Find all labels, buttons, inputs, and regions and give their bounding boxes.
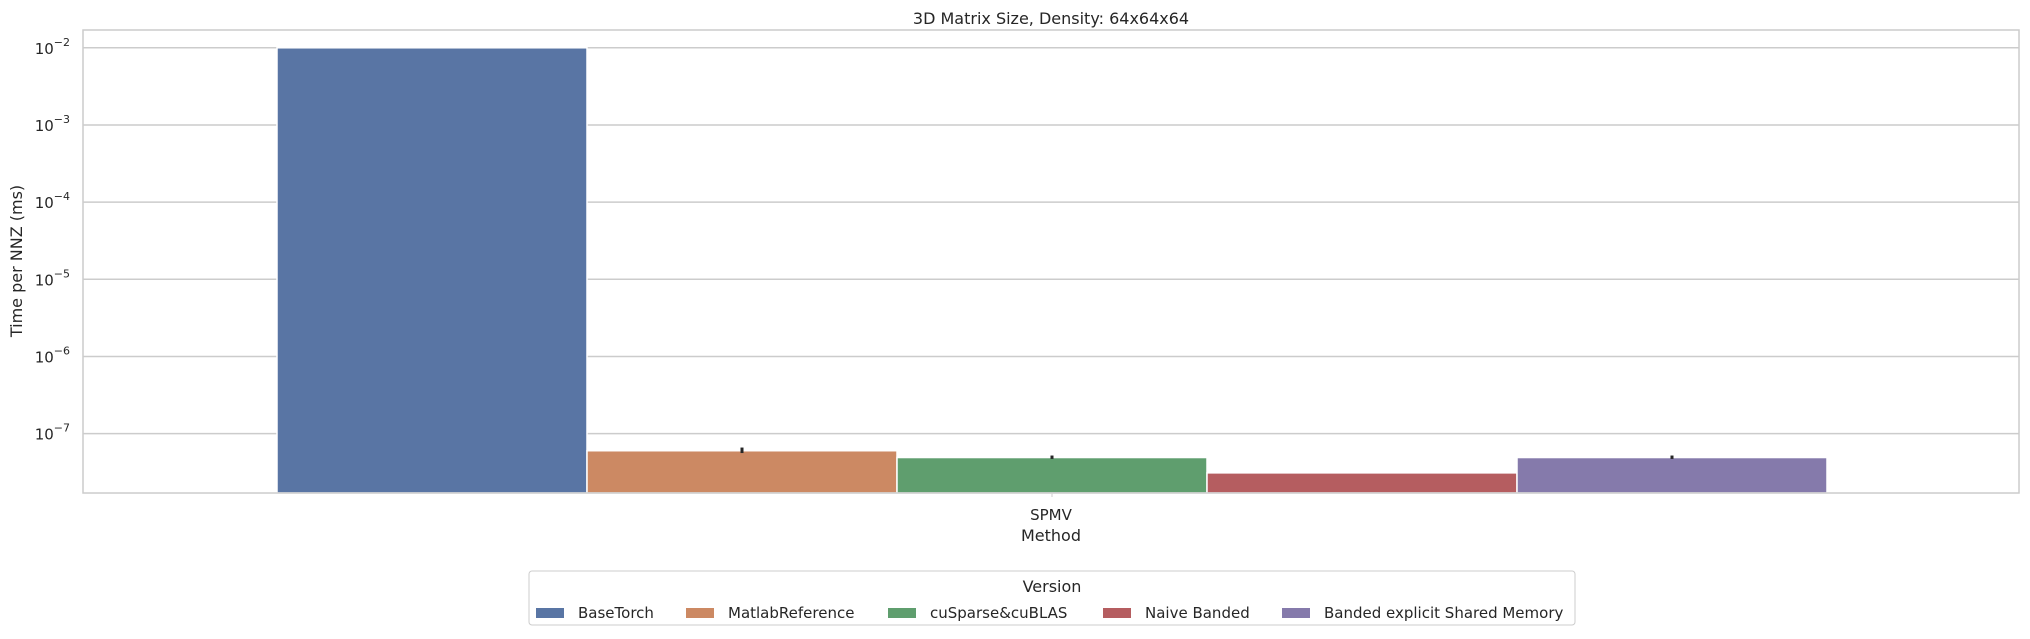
- legend-swatch: [888, 608, 916, 618]
- bar: [586, 449, 898, 494]
- legend-frame: [528, 570, 1576, 626]
- y-tick-label: 10−2: [35, 36, 70, 58]
- y-tick-label: 10−3: [35, 113, 70, 135]
- bar: [276, 47, 588, 494]
- plot-frame: [82, 29, 2020, 494]
- y-tick-label: 10−4: [35, 190, 70, 212]
- legend-swatch: [686, 608, 714, 618]
- legend-label: Naive Banded: [1145, 604, 1250, 622]
- legend-swatch: [1282, 608, 1310, 618]
- y-tick-label: 10−7: [35, 422, 70, 444]
- y-tick-label: 10−5: [35, 267, 70, 289]
- legend-label: cuSparse&cuBLAS: [930, 604, 1067, 622]
- x-tick-label: SPMV: [1030, 506, 1073, 524]
- error-bars: [740, 447, 1674, 459]
- legend-swatch: [1103, 608, 1131, 618]
- chart-title: 3D Matrix Size, Density: 64x64x64: [913, 9, 1189, 28]
- legend: Version BaseTorch MatlabReference cuSparse…: [528, 570, 1576, 626]
- legend-title: Version: [1023, 577, 1082, 596]
- legend-label: MatlabReference: [728, 604, 854, 622]
- bar: [1206, 472, 1518, 494]
- legend-swatch: [536, 608, 564, 618]
- legend-label: Banded explicit Shared Memory: [1324, 604, 1563, 622]
- y-tick-label: 10−6: [35, 344, 70, 366]
- x-axis-label: Method: [1021, 526, 1081, 545]
- y-axis-label: Time per NNZ (ms): [7, 185, 26, 338]
- bar: [896, 456, 1208, 494]
- legend-items: BaseTorch MatlabReference cuSparse&cuBLAS N…: [536, 604, 1563, 622]
- bars: [276, 47, 1828, 494]
- y-axis-ticks: 10−2 10−3 10−4 10−5 10−6 10−7: [35, 36, 70, 444]
- legend-label: BaseTorch: [578, 604, 654, 622]
- bar: [1516, 456, 1828, 494]
